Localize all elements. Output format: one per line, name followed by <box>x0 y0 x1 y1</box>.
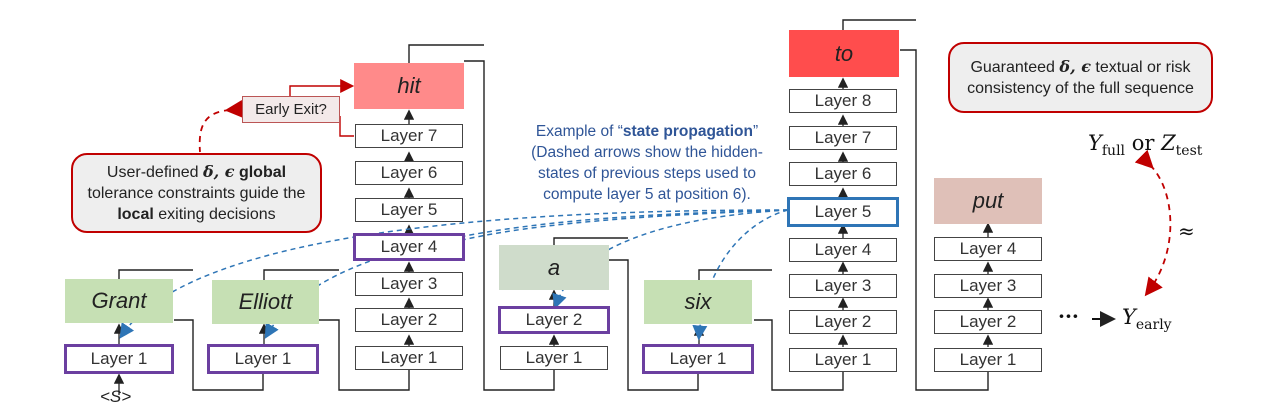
token-six: six <box>644 280 752 324</box>
col2-layer1: Layer 1 <box>207 344 319 374</box>
token-a: a <box>499 245 609 290</box>
col3-layer2: Layer 2 <box>355 308 463 332</box>
math-symbol: Y <box>1122 305 1136 329</box>
callout-text: exiting decisions <box>153 206 276 223</box>
token-grant: Grant <box>65 279 173 323</box>
y-full-label: Yfull or Ztest <box>1088 131 1202 159</box>
note-text: (Dashed arrows show the hidden- <box>531 144 763 161</box>
state-propagation-note: Example of “state propagation” (Dashed a… <box>496 121 798 205</box>
col6-layer8: Layer 8 <box>789 89 897 113</box>
feedback-lines <box>118 19 989 391</box>
col6-layer3: Layer 3 <box>789 274 897 298</box>
math-text: or <box>1125 131 1162 155</box>
note-text: Example of “ <box>535 123 623 140</box>
callout-text: Guaranteed <box>970 59 1060 76</box>
col6-layer5: Layer 5 <box>787 197 899 227</box>
approx-symbol: ≈ <box>1178 219 1195 243</box>
col5-layer1: Layer 1 <box>642 344 754 374</box>
math-subscript: test <box>1175 143 1203 160</box>
consistency-arc <box>1134 149 1172 297</box>
note-text: compute layer 5 at position 6). <box>543 186 751 203</box>
y-early-label: Yearly <box>1122 305 1172 333</box>
note-text: ” <box>752 123 759 140</box>
col6-layer7: Layer 7 <box>789 126 897 150</box>
col4-layer2: Layer 2 <box>498 306 610 334</box>
col7-layer2: Layer 2 <box>934 310 1042 334</box>
start-token: <S> <box>100 387 132 406</box>
delta-epsilon-symbol: δ, ϵ <box>202 162 235 181</box>
col3-layer6: Layer 6 <box>355 161 463 185</box>
col6-layer6: Layer 6 <box>789 162 897 186</box>
col1-layer1: Layer 1 <box>64 344 174 374</box>
col3-layer7: Layer 7 <box>355 124 463 148</box>
col7-layer3: Layer 3 <box>934 274 1042 298</box>
note-text: states of previous steps used to <box>538 165 756 182</box>
note-bold-text: state propagation <box>622 123 753 140</box>
math-symbol: Z <box>1161 131 1176 155</box>
col6-layer2: Layer 2 <box>789 310 897 334</box>
callout-bold-text: global <box>234 164 287 181</box>
col3-layer4: Layer 4 <box>353 233 465 261</box>
math-subscript: early <box>1135 317 1172 334</box>
math-subscript: full <box>1101 143 1126 160</box>
col4-layer1: Layer 1 <box>500 346 608 370</box>
token-to: to <box>789 30 899 77</box>
callout-text: textual or risk <box>1090 59 1191 76</box>
early-exit-lines <box>289 79 355 137</box>
col7-layer4: Layer 4 <box>934 237 1042 261</box>
col3-layer3: Layer 3 <box>355 272 463 296</box>
callout-text: tolerance constraints guide the <box>87 185 306 202</box>
delta-epsilon-symbol: δ, ϵ <box>1059 57 1091 76</box>
col3-layer1: Layer 1 <box>355 346 463 370</box>
token-elliott: Elliott <box>212 280 319 324</box>
col6-layer4: Layer 4 <box>789 238 897 262</box>
ellipsis: ··· <box>1058 304 1079 328</box>
col6-layer1: Layer 1 <box>789 348 897 372</box>
user-to-exit-dashed <box>198 100 244 153</box>
callout-bold-text: local <box>117 206 154 223</box>
early-exit-box: Early Exit? <box>242 96 340 123</box>
token-hit: hit <box>354 63 464 109</box>
guarantee-callout: Guaranteed δ, ϵ textual or risk consiste… <box>948 42 1213 113</box>
callout-text: consistency of the full sequence <box>967 80 1194 97</box>
token-put: put <box>934 178 1042 224</box>
col7-layer1: Layer 1 <box>934 348 1042 372</box>
math-symbol: Y <box>1088 131 1102 155</box>
user-constraints-callout: User-defined δ, ϵ global tolerance const… <box>71 153 322 233</box>
col3-layer5: Layer 5 <box>355 198 463 222</box>
callout-text: User-defined <box>106 164 203 181</box>
